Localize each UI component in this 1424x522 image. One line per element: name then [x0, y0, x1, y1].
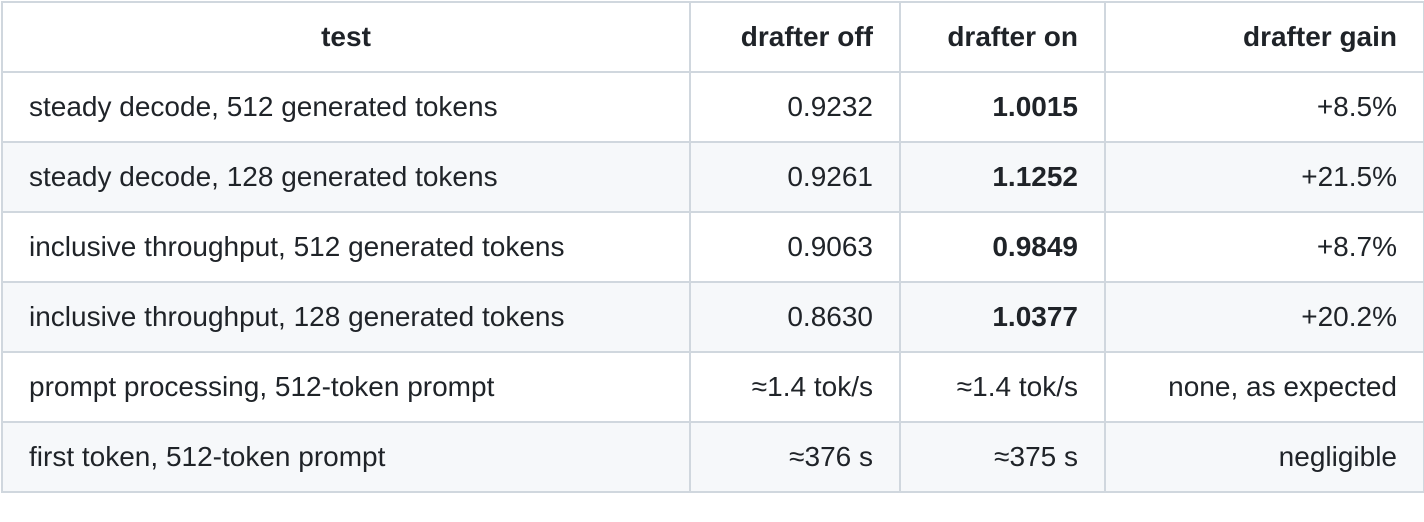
- table-row: inclusive throughput, 512 generated toke…: [1, 211, 1424, 283]
- table-cell: ≈1.4 tok/s: [689, 351, 901, 423]
- table-cell: 1.0015: [899, 71, 1106, 143]
- table-cell: 1.1252: [899, 141, 1106, 213]
- table-cell: ≈375 s: [899, 421, 1106, 493]
- table-cell: +20.2%: [1104, 281, 1424, 353]
- table-cell: 1.0377: [899, 281, 1106, 353]
- table-cell: negligible: [1104, 421, 1424, 493]
- table-cell: ≈376 s: [689, 421, 901, 493]
- table-cell: +8.7%: [1104, 211, 1424, 283]
- header-cell: drafter on: [899, 1, 1106, 73]
- table-cell: 0.8630: [689, 281, 901, 353]
- header-cell: drafter off: [689, 1, 901, 73]
- table-cell: first token, 512-token prompt: [1, 421, 691, 493]
- table-cell: +21.5%: [1104, 141, 1424, 213]
- table-cell: prompt processing, 512-token prompt: [1, 351, 691, 423]
- table-row: inclusive throughput, 128 generated toke…: [1, 281, 1424, 353]
- header-row: test drafter off drafter on drafter gain: [1, 1, 1424, 73]
- header-cell: drafter gain: [1104, 1, 1424, 73]
- header-cell: test: [1, 1, 691, 73]
- table-row: steady decode, 512 generated tokens 0.923…: [1, 71, 1424, 143]
- table-cell: steady decode, 128 generated tokens: [1, 141, 691, 213]
- table-cell: ≈1.4 tok/s: [899, 351, 1106, 423]
- table-cell: 0.9261: [689, 141, 901, 213]
- table-row: prompt processing, 512-token prompt ≈1.4 …: [1, 351, 1424, 423]
- table-cell: +8.5%: [1104, 71, 1424, 143]
- table-body: steady decode, 512 generated tokens 0.923…: [1, 71, 1424, 493]
- table-row: first token, 512-token prompt ≈376 s ≈375 …: [1, 421, 1424, 493]
- table-row: steady decode, 128 generated tokens 0.926…: [1, 141, 1424, 213]
- table-cell: inclusive throughput, 128 generated toke…: [1, 281, 691, 353]
- results-table: test drafter off drafter on drafter gain st…: [1, 1, 1424, 493]
- table-cell: 0.9849: [899, 211, 1106, 283]
- table-header: test drafter off drafter on drafter gain: [1, 1, 1424, 73]
- table-cell: inclusive throughput, 512 generated toke…: [1, 211, 691, 283]
- table-cell: none, as expected: [1104, 351, 1424, 423]
- table-cell: 0.9232: [689, 71, 901, 143]
- table-cell: 0.9063: [689, 211, 901, 283]
- table-cell: steady decode, 512 generated tokens: [1, 71, 691, 143]
